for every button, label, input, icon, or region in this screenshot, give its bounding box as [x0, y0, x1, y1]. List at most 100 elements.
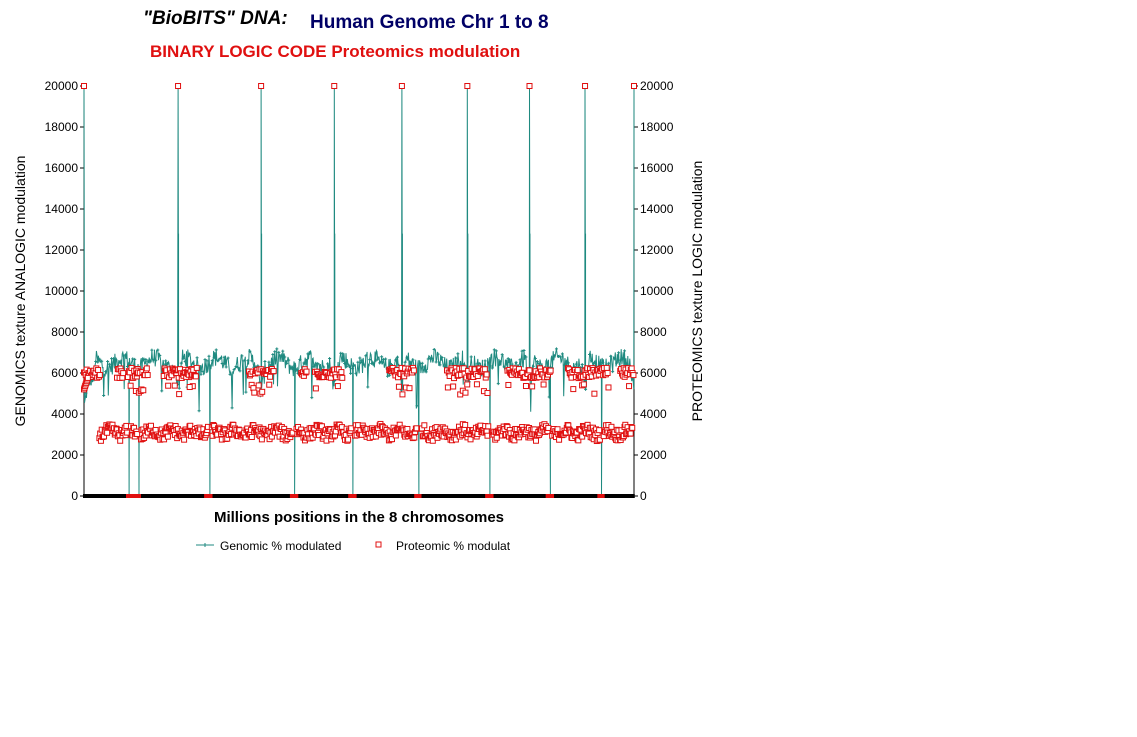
proteomic-point: [294, 494, 299, 498]
proteomic-point: [181, 436, 188, 443]
proteomic-point: [582, 83, 589, 89]
genomic-point: [302, 361, 306, 365]
proteomic-point: [96, 371, 103, 378]
proteomic-point: [164, 433, 171, 440]
left-tick-label: 8000: [51, 325, 78, 339]
y-axis-label-right: PROTEOMICS texture LOGIC modulation: [689, 161, 705, 422]
chart-subtitle: BINARY LOGIC CODE Proteomics modulation: [150, 42, 521, 61]
genomic-point: [420, 361, 424, 365]
genomic-point: [580, 363, 584, 367]
genomic-point: [123, 353, 127, 357]
genomic-point: [208, 364, 212, 368]
genomic-point: [220, 361, 224, 365]
genomic-point: [590, 359, 594, 363]
proteomic-point: [165, 382, 172, 389]
genomic-point: [158, 354, 162, 358]
genomic-point: [394, 358, 398, 362]
genomic-point: [621, 357, 625, 361]
genomic-point: [492, 348, 496, 352]
genomic-point: [108, 362, 112, 366]
genomic-point: [547, 395, 551, 399]
genomic-point: [205, 359, 209, 363]
proteomic-point: [410, 367, 417, 374]
genomic-point: [415, 404, 419, 408]
genomic-point: [524, 355, 528, 359]
left-tick-label: 16000: [45, 161, 79, 175]
proteomic-point: [550, 494, 555, 498]
proteomic-point: [489, 494, 494, 498]
legend-proteomic-marker: [375, 541, 382, 548]
right-tick-label: 18000: [640, 120, 674, 134]
baseline-point: [632, 494, 635, 498]
genomic-point: [584, 387, 588, 391]
right-tick-label: 0: [640, 489, 647, 503]
genomic-point: [212, 356, 216, 360]
genomic-point: [162, 362, 166, 366]
proteomic-point: [120, 370, 127, 377]
genomic-point: [552, 354, 556, 358]
proteomic-point: [95, 367, 102, 374]
proteomic-point: [334, 383, 341, 390]
proteomic-point: [134, 431, 141, 438]
proteomic-point: [529, 383, 536, 390]
proteomic-point: [532, 437, 539, 444]
genomic-point: [522, 348, 526, 352]
genomic-point: [364, 354, 368, 358]
proteomic-point: [192, 373, 199, 380]
genomic-point: [494, 349, 498, 353]
genomic-point: [384, 357, 388, 361]
genomic-point: [222, 355, 226, 359]
genomic-point: [166, 362, 170, 366]
proteomic-point: [629, 424, 636, 431]
right-tick-label: 4000: [640, 407, 667, 421]
proteomic-point: [444, 384, 451, 391]
genomic-point: [424, 370, 428, 374]
genomic-point: [100, 359, 104, 363]
genomic-point: [131, 357, 135, 361]
genomic-point: [289, 366, 293, 370]
genomic-point: [291, 365, 295, 369]
genomic-point: [454, 356, 458, 360]
left-tick-label: 12000: [45, 243, 79, 257]
genomic-point: [430, 356, 434, 360]
genomic-point: [366, 385, 370, 389]
genomic-point: [613, 357, 617, 361]
genomic-point: [403, 360, 407, 364]
genomic-point: [341, 352, 345, 356]
left-tick-label: 0: [71, 489, 78, 503]
genomic-point: [242, 359, 246, 363]
genomic-point: [520, 349, 524, 353]
genomic-point: [456, 352, 460, 356]
right-tick-label: 20000: [640, 79, 674, 93]
proteomic-point: [579, 433, 586, 440]
genomic-point: [345, 365, 349, 369]
genomic-point: [347, 363, 351, 367]
genomic-point: [234, 365, 238, 369]
genomic-point: [150, 348, 154, 352]
genomic-point: [426, 357, 430, 361]
proteomic-point: [389, 436, 395, 443]
genomic-point: [506, 357, 510, 361]
proteomic-point: [176, 391, 183, 398]
genomic-point: [104, 370, 108, 374]
genomic-point: [183, 360, 187, 364]
genomic-point: [386, 374, 390, 378]
genomic-point: [96, 360, 100, 364]
genomic-point: [374, 359, 378, 363]
genomic-point: [405, 356, 409, 360]
genomic-point: [409, 360, 413, 364]
proteomic-point: [484, 389, 491, 396]
genomic-point: [376, 357, 380, 361]
genomic-point: [203, 358, 207, 362]
proteomic-point: [259, 388, 266, 395]
genomic-point: [619, 358, 623, 362]
proteomic-point: [462, 389, 469, 396]
proteomic-point: [483, 371, 490, 378]
proteomic-point: [605, 384, 612, 391]
genomic-point: [197, 409, 201, 413]
genomic-point: [214, 348, 218, 352]
proteomic-point: [140, 387, 147, 394]
proteomic-point: [600, 494, 605, 498]
genomic-point: [232, 368, 236, 372]
proteomic-point: [575, 437, 582, 444]
